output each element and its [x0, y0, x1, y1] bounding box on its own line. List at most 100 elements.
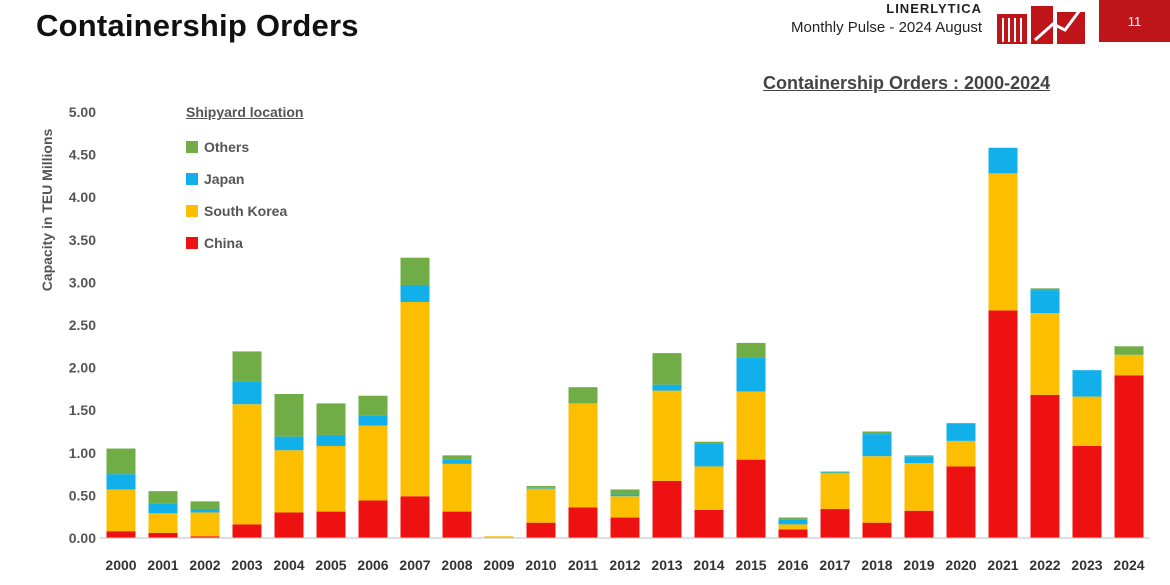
bar-segment-china	[988, 310, 1018, 538]
legend-item-others: Others	[186, 131, 303, 163]
y-tick-label: 3.00	[69, 274, 96, 290]
legend-label: Japan	[204, 171, 245, 187]
bar-segment-china	[316, 511, 346, 538]
bar-segment-japan	[274, 436, 304, 451]
bar-segment-others	[568, 387, 598, 404]
legend-swatch	[186, 173, 198, 185]
y-tick-label: 1.50	[69, 402, 96, 418]
bar-segment-china	[694, 509, 724, 538]
bar-segment-china	[904, 510, 934, 538]
bar-segment-south-korea	[1114, 354, 1144, 376]
bar-segment-others	[400, 257, 430, 285]
bar-segment-others	[190, 501, 220, 510]
bar-segment-south-korea	[988, 173, 1018, 311]
bar-segment-japan	[820, 472, 850, 474]
bar-segment-others	[736, 342, 766, 358]
x-tick-label: 2011	[568, 557, 599, 573]
legend-swatch	[186, 205, 198, 217]
brand-block: LINERLYTICA Monthly Pulse - 2024 August	[791, 0, 982, 36]
bar-segment-japan	[778, 519, 808, 525]
brand-name: LINERLYTICA	[886, 1, 982, 16]
bar-segment-japan	[610, 494, 640, 497]
bar-segment-south-korea	[568, 403, 598, 508]
bar-segment-south-korea	[232, 404, 262, 525]
bar-segment-japan	[904, 456, 934, 464]
x-tick-label: 2003	[231, 557, 262, 573]
y-tick-label: 4.00	[69, 189, 96, 205]
bar-segment-others	[106, 448, 136, 475]
bar-segment-south-korea	[862, 456, 892, 523]
bar-segment-china	[610, 517, 640, 538]
chart-title: Containership Orders : 2000-2024	[763, 73, 1051, 93]
bar-segment-japan	[736, 357, 766, 392]
y-tick-label: 3.50	[69, 232, 96, 248]
bar-segment-others	[526, 486, 556, 488]
x-axis: 2000 2001 2002 2003 2004 2005 2006 2007 2008 2009…	[100, 537, 1150, 573]
y-tick-label: 2.00	[69, 360, 96, 376]
x-tick-label: 2024	[1113, 557, 1144, 573]
x-tick-label: 2007	[399, 557, 430, 573]
y-tick-label: 5.00	[69, 104, 96, 120]
bar-segment-china	[232, 524, 262, 538]
page-number-badge: 11	[1099, 0, 1170, 42]
bar-segment-japan	[862, 434, 892, 457]
legend-label: China	[204, 235, 243, 251]
bar-segment-japan	[442, 459, 472, 464]
bar-segment-south-korea	[484, 536, 514, 538]
legend-item-south-korea: South Korea	[186, 195, 303, 227]
bar-segment-south-korea	[442, 463, 472, 512]
bar-segment-south-korea	[190, 512, 220, 537]
bar-segment-others	[778, 517, 808, 520]
bar-segment-others	[610, 489, 640, 495]
bar-segment-china	[442, 511, 472, 538]
bar-segment-others	[652, 353, 682, 385]
bar-segment-china	[274, 512, 304, 538]
x-tick-label: 2021	[987, 557, 1018, 573]
x-tick-label: 2018	[861, 557, 892, 573]
bar-segment-china	[736, 459, 766, 538]
y-tick-label: 1.00	[69, 445, 96, 461]
bar-segment-south-korea	[778, 524, 808, 530]
x-tick-label: 2002	[189, 557, 220, 573]
bar-segment-china	[1114, 375, 1144, 538]
bar-segment-south-korea	[904, 463, 934, 511]
bar-segment-south-korea	[274, 450, 304, 513]
bar-segment-south-korea	[148, 513, 178, 533]
bar-segment-south-korea	[1030, 313, 1060, 395]
bar-segment-japan	[190, 509, 220, 513]
x-tick-label: 2004	[273, 557, 304, 573]
bar-segment-south-korea	[526, 488, 556, 523]
bar-segment-others	[274, 394, 304, 437]
x-tick-label: 2009	[483, 557, 514, 573]
bar-segment-others	[694, 441, 724, 444]
bar-segment-china	[148, 532, 178, 538]
bar-segment-china	[1030, 394, 1060, 538]
bar-segment-china	[568, 507, 598, 538]
x-tick-label: 2020	[945, 557, 976, 573]
bar-segment-japan	[694, 443, 724, 467]
x-tick-label: 2022	[1029, 557, 1060, 573]
brand-logo-icon	[995, 0, 1089, 51]
y-axis: 0.00 0.50 1.00 1.50 2.00 2.50 3.00 3.50 4.00 4.50…	[69, 104, 96, 546]
x-tick-label: 2013	[651, 557, 682, 573]
bar-segment-china	[1072, 445, 1102, 538]
bar-segment-china	[778, 529, 808, 538]
bar-segment-china	[862, 522, 892, 538]
bar-segment-others	[1030, 288, 1060, 291]
bar-segment-china	[526, 522, 556, 538]
y-tick-label: 2.50	[69, 317, 96, 333]
bar-segment-others	[232, 351, 262, 382]
legend-item-japan: Japan	[186, 163, 303, 195]
bar-segment-others	[1114, 346, 1144, 355]
bar-segment-china	[946, 466, 976, 538]
legend-swatch	[186, 237, 198, 249]
bar-segment-south-korea	[358, 425, 388, 501]
bar-segment-south-korea	[106, 489, 136, 532]
bar-segment-south-korea	[1072, 396, 1102, 446]
bar-segment-china	[106, 531, 136, 538]
page-title: Containership Orders	[36, 8, 359, 43]
bar-segment-japan	[526, 487, 556, 489]
x-tick-label: 2001	[147, 557, 178, 573]
bar-segment-others	[946, 422, 976, 424]
